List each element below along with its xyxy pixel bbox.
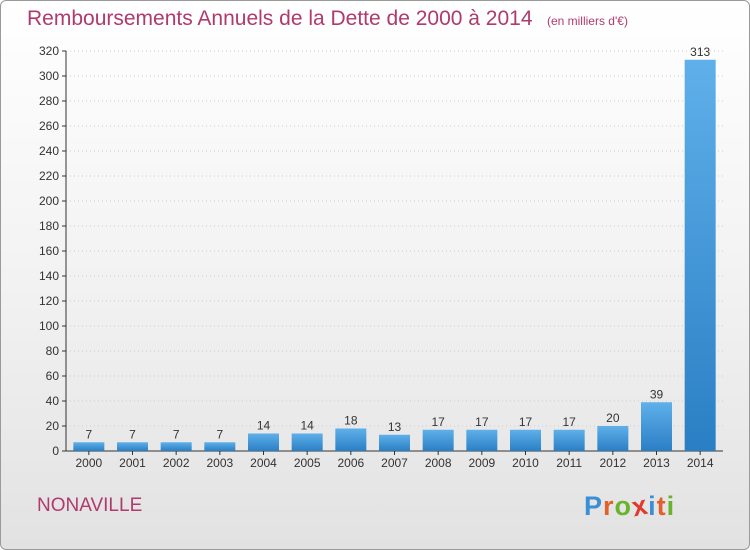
bar-2008 xyxy=(422,429,454,451)
bar-2001 xyxy=(117,442,148,451)
bar-2009 xyxy=(466,429,498,451)
y-tick-label: 220 xyxy=(39,169,59,183)
data-label-2003: 7 xyxy=(216,427,223,441)
bar-2003 xyxy=(204,442,236,451)
data-label-2007: 13 xyxy=(388,420,402,434)
data-label-2001: 7 xyxy=(129,427,136,441)
y-tick-label: 260 xyxy=(39,119,59,133)
bar-2004 xyxy=(248,433,279,451)
y-tick-label: 200 xyxy=(39,194,59,208)
logo-letter: r xyxy=(603,491,615,521)
logo-letter: i xyxy=(648,491,657,521)
bar-2000 xyxy=(73,442,105,451)
data-label-2012: 20 xyxy=(606,411,620,425)
bar-2005 xyxy=(291,433,323,451)
y-tick-label: 60 xyxy=(46,369,60,383)
y-tick-label: 180 xyxy=(39,219,59,233)
data-label-2005: 14 xyxy=(300,419,314,433)
bar-2014 xyxy=(684,59,716,451)
y-tick-label: 140 xyxy=(39,269,59,283)
x-tick-label-2007: 2007 xyxy=(381,456,408,470)
x-tick-label-2009: 2009 xyxy=(468,456,495,470)
data-label-2002: 7 xyxy=(173,427,180,441)
location-name: NONAVILLE xyxy=(37,495,143,516)
bar-2006 xyxy=(335,428,367,451)
x-tick-label-2004: 2004 xyxy=(250,456,277,470)
y-tick-label: 20 xyxy=(46,419,60,433)
y-tick-label: 280 xyxy=(39,94,59,108)
bar-2002 xyxy=(160,442,192,451)
data-label-2014: 313 xyxy=(690,45,710,59)
data-label-2006: 18 xyxy=(344,414,358,428)
data-label-2004: 14 xyxy=(257,419,271,433)
x-tick-label-2014: 2014 xyxy=(687,456,714,470)
logo-letter: o xyxy=(614,491,633,521)
x-tick-label-2000: 2000 xyxy=(75,456,102,470)
data-label-2009: 17 xyxy=(475,415,489,429)
x-tick-label-2005: 2005 xyxy=(294,456,321,470)
x-tick-label-2002: 2002 xyxy=(163,456,190,470)
data-label-2008: 17 xyxy=(431,415,445,429)
data-label-2013: 39 xyxy=(650,387,664,401)
title-row: Remboursements Annuels de la Dette de 20… xyxy=(27,7,628,31)
x-tick-label-2010: 2010 xyxy=(512,456,539,470)
bar-2010 xyxy=(510,429,541,451)
x-tick-label-2011: 2011 xyxy=(556,456,582,470)
x-tick-label-2012: 2012 xyxy=(599,456,626,470)
chart-title: Remboursements Annuels de la Dette de 20… xyxy=(27,7,533,30)
y-tick-label: 300 xyxy=(39,69,59,83)
logo-letter: P xyxy=(584,491,604,521)
y-tick-label: 320 xyxy=(39,44,59,58)
x-tick-label-2001: 2001 xyxy=(119,456,146,470)
logo-letter: i xyxy=(666,491,676,521)
y-tick-label: 40 xyxy=(46,394,60,408)
chart-subtitle: (en milliers d'€) xyxy=(546,14,628,28)
data-label-2011: 17 xyxy=(562,415,576,429)
bar-2007 xyxy=(379,434,410,451)
bar-2011 xyxy=(553,429,585,451)
bar-2013 xyxy=(641,402,672,451)
y-tick-label: 80 xyxy=(46,344,60,358)
data-label-2010: 17 xyxy=(519,415,533,429)
x-tick-label-2013: 2013 xyxy=(643,456,670,470)
data-label-2000: 7 xyxy=(85,427,92,441)
proxiti-logo: Proxiti xyxy=(584,490,676,523)
x-tick-label-2008: 2008 xyxy=(425,456,452,470)
x-tick-label-2003: 2003 xyxy=(206,456,233,470)
y-tick-label: 160 xyxy=(39,244,59,258)
logo-letter: t xyxy=(656,491,667,521)
y-tick-label: 240 xyxy=(39,144,59,158)
y-tick-label: 120 xyxy=(39,294,59,308)
y-tick-label: 0 xyxy=(52,444,59,458)
y-tick-label: 100 xyxy=(39,319,59,333)
bar-2012 xyxy=(597,426,629,451)
x-tick-label-2006: 2006 xyxy=(337,456,364,470)
